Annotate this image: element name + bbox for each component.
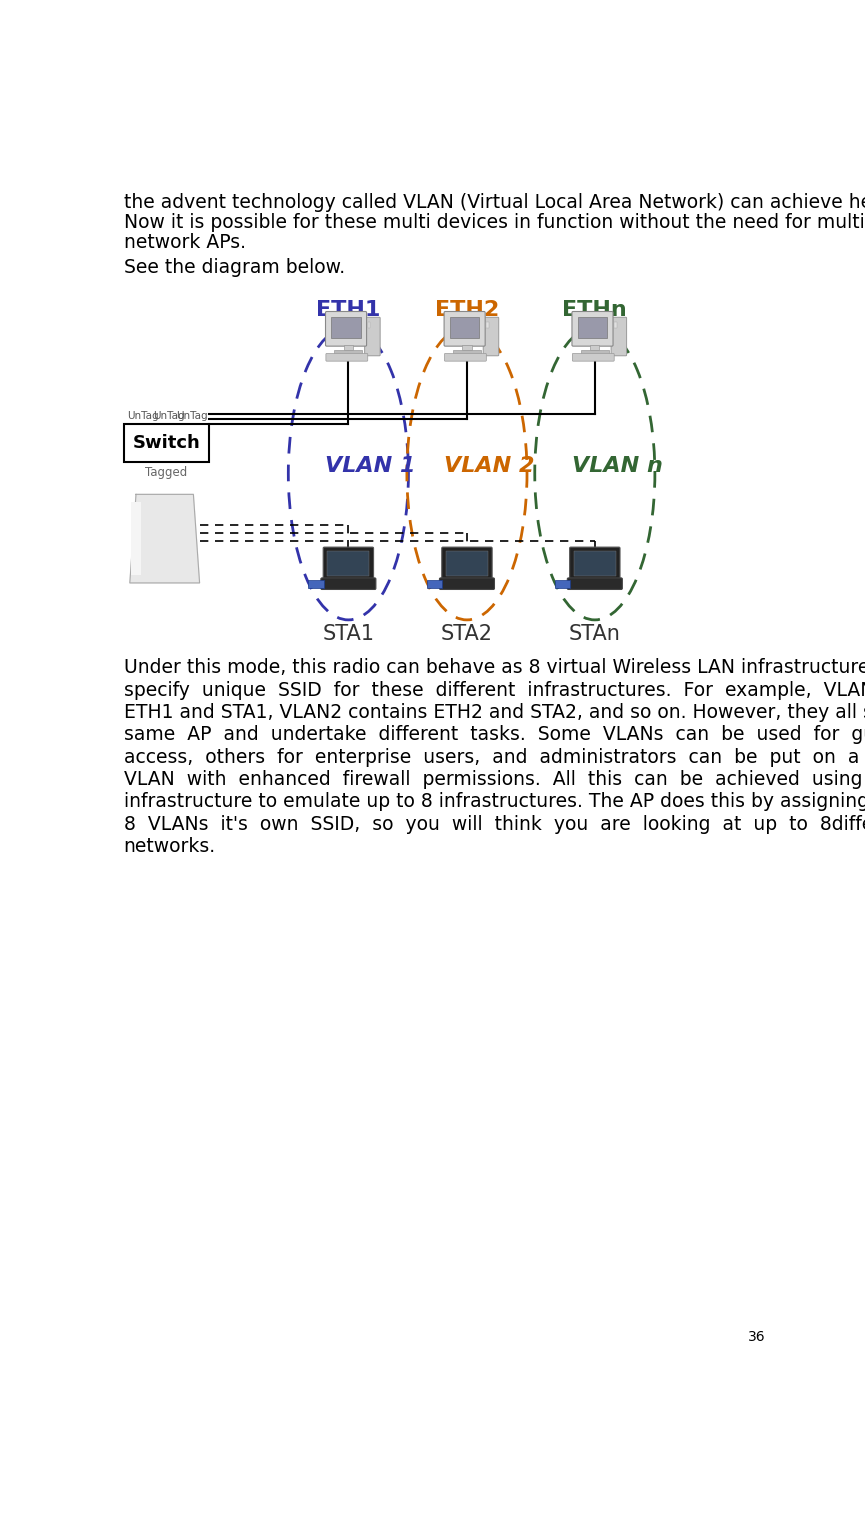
Bar [131, 502, 141, 575]
Bar [573, 551, 616, 576]
Bar [124, 423, 208, 462]
Bar [450, 316, 479, 338]
Bar [453, 350, 481, 354]
FancyBboxPatch shape [444, 312, 485, 347]
Text: ETH1: ETH1 [317, 300, 381, 319]
Bar [335, 350, 362, 354]
FancyBboxPatch shape [439, 578, 495, 590]
Text: network APs.: network APs. [124, 233, 246, 252]
FancyBboxPatch shape [484, 318, 499, 356]
Text: UnTag: UnTag [127, 411, 159, 421]
Text: ETH1 and STA1, VLAN2 contains ETH2 and STA2, and so on. However, they all share : ETH1 and STA1, VLAN2 contains ETH2 and S… [124, 703, 865, 722]
Bar [331, 316, 361, 338]
FancyBboxPatch shape [573, 353, 614, 360]
Text: STAn: STAn [569, 624, 621, 643]
Text: access,  others  for  enterprise  users,  and  administrators  can  be  put  on : access, others for enterprise users, and… [124, 748, 865, 767]
Text: ETH2: ETH2 [435, 300, 499, 319]
Text: specify  unique  SSID  for  these  different  infrastructures.  For  example,  V: specify unique SSID for these different … [124, 681, 865, 700]
Text: the advent technology called VLAN (Virtual Local Area Network) can achieve her m: the advent technology called VLAN (Virtu… [124, 193, 865, 213]
Text: ETHn: ETHn [562, 300, 627, 319]
Text: networks.: networks. [124, 837, 215, 856]
Text: STA2: STA2 [441, 624, 493, 643]
Text: STA1: STA1 [323, 624, 375, 643]
FancyBboxPatch shape [611, 318, 626, 356]
FancyBboxPatch shape [572, 312, 613, 347]
Text: VLAN 2: VLAN 2 [444, 456, 535, 476]
FancyBboxPatch shape [325, 312, 367, 347]
FancyBboxPatch shape [570, 548, 620, 580]
Text: UnTag: UnTag [176, 411, 208, 421]
Text: 8  VLANs  it's  own  SSID,  so  you  will  think  you  are  looking  at  up  to : 8 VLANs it's own SSID, so you will think… [124, 815, 865, 834]
FancyBboxPatch shape [324, 548, 374, 580]
Bar [486, 322, 489, 329]
FancyBboxPatch shape [445, 353, 486, 360]
Bar [328, 551, 369, 576]
Bar [308, 580, 324, 587]
Text: See the diagram below.: See the diagram below. [124, 259, 345, 277]
Text: Now it is possible for these multi devices in function without the need for mult: Now it is possible for these multi devic… [124, 213, 865, 233]
Text: Under this mode, this radio can behave as 8 virtual Wireless LAN infrastructures: Under this mode, this radio can behave a… [124, 659, 865, 677]
Bar [614, 322, 617, 329]
Text: VLAN n: VLAN n [572, 456, 663, 476]
Text: 36: 36 [747, 1329, 766, 1343]
FancyBboxPatch shape [326, 353, 368, 360]
Text: Switch: Switch [132, 433, 200, 452]
Bar [581, 350, 609, 354]
FancyBboxPatch shape [321, 578, 376, 590]
Text: VLAN 1: VLAN 1 [325, 456, 415, 476]
Text: same  AP  and  undertake  different  tasks.  Some  VLANs  can  be  used  for  gu: same AP and undertake different tasks. S… [124, 726, 865, 744]
Text: infrastructure to emulate up to 8 infrastructures. The AP does this by assigning: infrastructure to emulate up to 8 infras… [124, 792, 865, 811]
Bar [554, 580, 570, 587]
Bar [426, 580, 442, 587]
Text: VLAN  with  enhanced  firewall  permissions.  All  this  can  be  achieved  usin: VLAN with enhanced firewall permissions.… [124, 770, 865, 789]
FancyBboxPatch shape [442, 548, 492, 580]
Polygon shape [130, 494, 200, 583]
Text: UnTag: UnTag [153, 411, 185, 421]
Bar [590, 345, 599, 350]
FancyBboxPatch shape [567, 578, 622, 590]
Bar [343, 345, 353, 350]
Text: Tagged: Tagged [145, 465, 188, 479]
Bar [462, 345, 471, 350]
Bar [368, 322, 370, 329]
Bar [578, 316, 607, 338]
FancyBboxPatch shape [365, 318, 380, 356]
Bar [446, 551, 488, 576]
